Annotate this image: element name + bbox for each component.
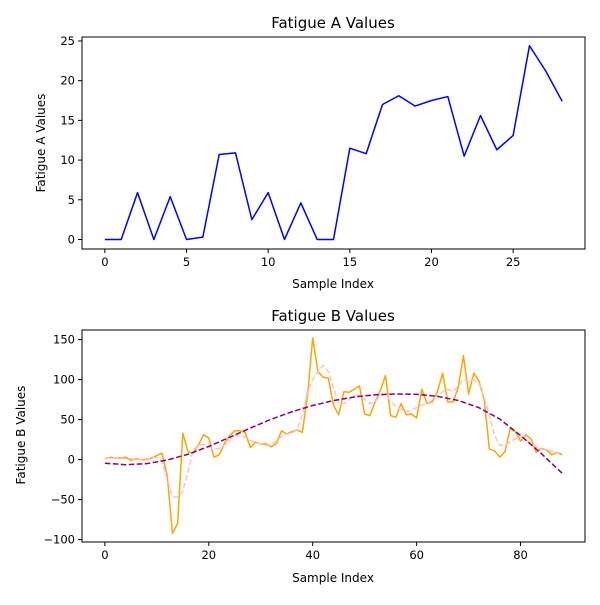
y-tick-label: 10 [60,153,75,167]
chart-b-series [104,337,563,534]
chart-a-frame [81,36,586,250]
chart-b-xlabel: Sample Index [292,571,374,585]
chart-b-ticks: 0 20 40 60 80 −100 −50 0 50 100 150 [43,333,527,562]
y-tick-label: 5 [68,193,75,207]
chart-a-ticks: 0 5 10 15 20 25 0 5 10 15 20 25 [60,34,520,269]
x-tick-label: 20 [424,255,439,269]
chart-a-title: Fatigue A Values [271,14,395,32]
x-tick-label: 5 [183,255,190,269]
series-line-1 [104,44,563,241]
y-tick-label: −100 [43,533,75,547]
x-tick-label: 80 [513,548,528,562]
chart-b-frame [81,329,586,543]
x-tick-label: 10 [261,255,276,269]
y-tick-label: 0 [68,232,75,246]
chart-fatigue-b: Fatigue B Values Sample Index Fatigue B … [14,307,586,585]
x-tick-label: 20 [201,548,216,562]
chart-b-title: Fatigue B Values [271,307,395,325]
x-tick-label: 60 [409,548,424,562]
y-tick-label: 150 [53,333,75,347]
chart-a-ylabel: Fatigue A Values [34,94,48,193]
series-line-1 [104,337,563,534]
x-tick-label: 15 [343,255,358,269]
series-line-3 [104,393,563,474]
x-tick-label: 40 [305,548,320,562]
y-tick-label: −50 [51,493,75,507]
y-tick-label: 0 [68,453,75,467]
x-tick-label: 0 [101,255,108,269]
y-tick-label: 100 [53,373,75,387]
y-tick-label: 50 [60,413,75,427]
chart-a-xlabel: Sample Index [292,277,374,291]
y-tick-label: 15 [60,113,75,127]
x-tick-label: 0 [101,548,108,562]
x-tick-label: 25 [506,255,521,269]
y-tick-label: 25 [60,34,75,48]
series-line-2 [104,364,563,498]
chart-a-series [104,44,563,241]
y-tick-label: 20 [60,74,75,88]
chart-fatigue-a: Fatigue A Values Sample Index Fatigue A … [34,14,586,291]
chart-b-ylabel: Fatigue B Values [14,386,28,485]
